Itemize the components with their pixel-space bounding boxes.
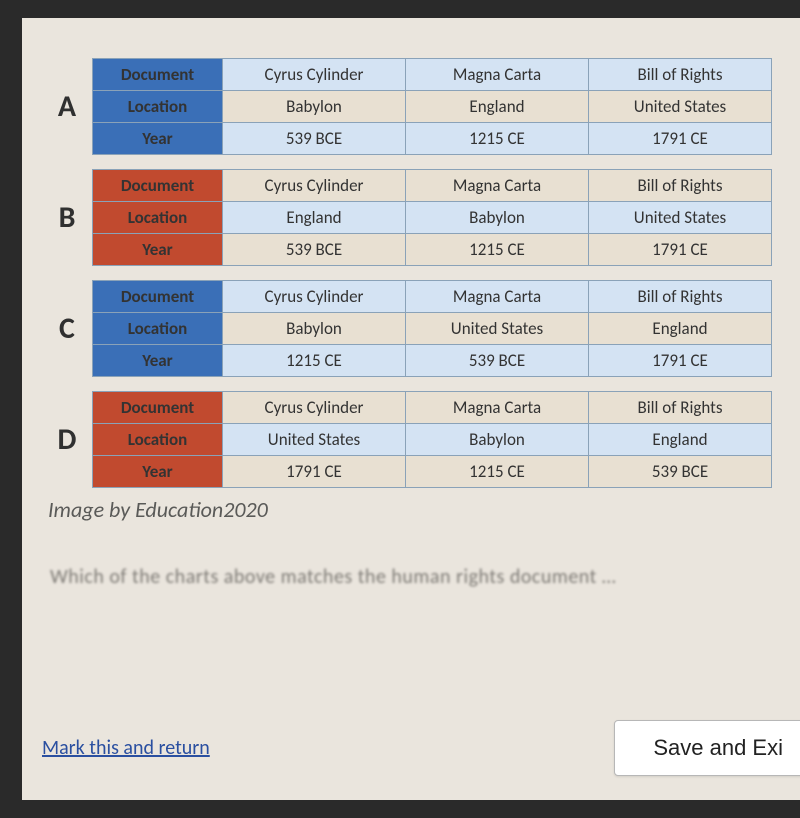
cell: United States — [223, 424, 406, 456]
cell: United States — [406, 313, 589, 345]
cell: 1215 CE — [223, 345, 406, 377]
row-label: Year — [93, 234, 223, 266]
option-table-b: Document Cyrus Cylinder Magna Carta Bill… — [92, 169, 772, 266]
row-label: Document — [93, 59, 223, 91]
cell: United States — [589, 91, 772, 123]
option-letter: A — [42, 88, 92, 125]
question-text-cutoff: Which of the charts above matches the hu… — [50, 565, 800, 589]
cell: Cyrus Cylinder — [223, 59, 406, 91]
cell: Bill of Rights — [589, 281, 772, 313]
cell: 539 BCE — [406, 345, 589, 377]
cell: 1791 CE — [223, 456, 406, 488]
row-label: Year — [93, 345, 223, 377]
save-and-exit-button[interactable]: Save and Exi — [614, 720, 800, 776]
row-label: Location — [93, 202, 223, 234]
cell: 539 BCE — [589, 456, 772, 488]
cell: England — [406, 91, 589, 123]
bottom-bar: Mark this and return Save and Exi — [42, 720, 800, 776]
cell: 1215 CE — [406, 123, 589, 155]
cell: England — [223, 202, 406, 234]
mark-and-return-link[interactable]: Mark this and return — [42, 736, 210, 760]
cell: Babylon — [223, 313, 406, 345]
cell: Cyrus Cylinder — [223, 170, 406, 202]
row-label: Year — [93, 123, 223, 155]
option-letter: B — [42, 199, 92, 236]
row-label: Document — [93, 392, 223, 424]
cell: Magna Carta — [406, 170, 589, 202]
cell: United States — [589, 202, 772, 234]
option-letter: D — [42, 421, 92, 458]
row-label: Document — [93, 281, 223, 313]
option-table-a: Document Cyrus Cylinder Magna Carta Bill… — [92, 58, 772, 155]
cell: Cyrus Cylinder — [223, 281, 406, 313]
cell: 1791 CE — [589, 123, 772, 155]
cell: 1791 CE — [589, 345, 772, 377]
option-row-c: C Document Cyrus Cylinder Magna Carta Bi… — [42, 280, 800, 377]
option-letter: C — [42, 310, 92, 347]
options-container: A Document Cyrus Cylinder Magna Carta Bi… — [42, 58, 800, 488]
cell: 1215 CE — [406, 456, 589, 488]
row-label: Year — [93, 456, 223, 488]
row-label: Location — [93, 313, 223, 345]
cell: 1215 CE — [406, 234, 589, 266]
row-label: Location — [93, 91, 223, 123]
cell: Magna Carta — [406, 59, 589, 91]
cell: 539 BCE — [223, 123, 406, 155]
cell: Magna Carta — [406, 281, 589, 313]
row-label: Document — [93, 170, 223, 202]
cell: England — [589, 313, 772, 345]
option-table-c: Document Cyrus Cylinder Magna Carta Bill… — [92, 280, 772, 377]
cell: Babylon — [406, 202, 589, 234]
cell: Magna Carta — [406, 392, 589, 424]
option-row-d: D Document Cyrus Cylinder Magna Carta Bi… — [42, 391, 800, 488]
cell: Bill of Rights — [589, 170, 772, 202]
cell: Bill of Rights — [589, 392, 772, 424]
option-table-d: Document Cyrus Cylinder Magna Carta Bill… — [92, 391, 772, 488]
cell: 539 BCE — [223, 234, 406, 266]
cell: England — [589, 424, 772, 456]
cell: Babylon — [406, 424, 589, 456]
cell: Bill of Rights — [589, 59, 772, 91]
quiz-screen: A Document Cyrus Cylinder Magna Carta Bi… — [22, 18, 800, 800]
cell: Babylon — [223, 91, 406, 123]
cell: 1791 CE — [589, 234, 772, 266]
image-attribution: Image by Education2020 — [48, 496, 800, 523]
cell: Cyrus Cylinder — [223, 392, 406, 424]
option-row-a: A Document Cyrus Cylinder Magna Carta Bi… — [42, 58, 800, 155]
option-row-b: B Document Cyrus Cylinder Magna Carta Bi… — [42, 169, 800, 266]
row-label: Location — [93, 424, 223, 456]
